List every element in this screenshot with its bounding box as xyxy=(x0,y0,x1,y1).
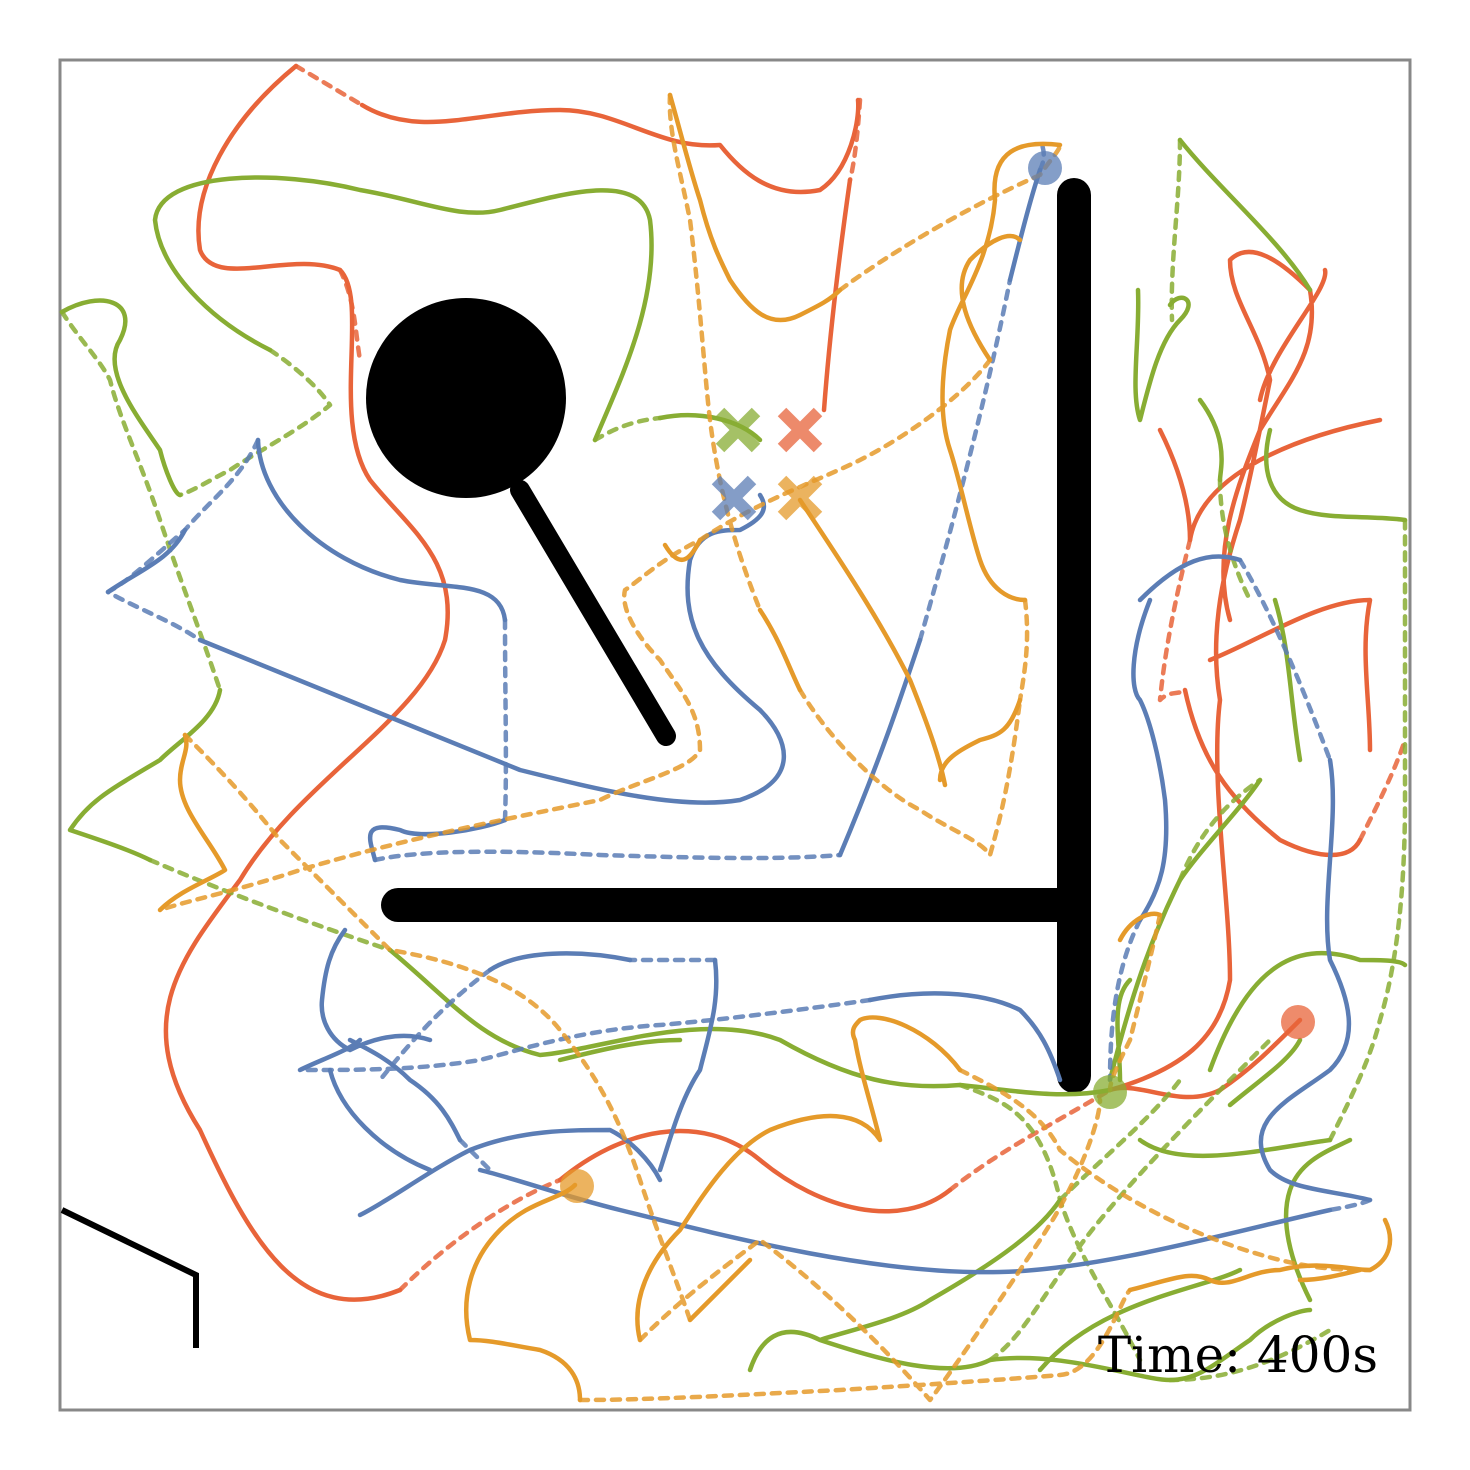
stick-obstacle xyxy=(510,480,676,746)
start-markers xyxy=(711,407,823,521)
trajectory-red-dashed xyxy=(293,63,1408,1293)
corner-wall xyxy=(60,1207,199,1348)
trajectory-green-dashed xyxy=(59,137,1408,1383)
circle-marker-orange xyxy=(560,1169,594,1203)
circle-marker-green xyxy=(1093,1075,1127,1109)
circle-marker-blue xyxy=(1028,151,1062,185)
trajectory-orange-dashed xyxy=(157,92,1373,1403)
time-label: Time: 400s xyxy=(1098,1326,1378,1384)
x-marker-red xyxy=(777,407,823,453)
round-obstacle xyxy=(366,298,566,498)
x-marker-green xyxy=(715,407,761,453)
trajectory-blue-solid xyxy=(105,167,1373,1275)
x-marker-blue xyxy=(711,475,757,521)
trajectories xyxy=(59,63,1408,1403)
obstacles xyxy=(60,178,1091,1348)
trajectory-orange-solid xyxy=(157,92,1393,1403)
end-markers xyxy=(560,151,1315,1203)
plot-frame xyxy=(58,58,1412,1412)
circle-marker-red xyxy=(1281,1005,1315,1039)
x-marker-orange xyxy=(777,475,823,521)
